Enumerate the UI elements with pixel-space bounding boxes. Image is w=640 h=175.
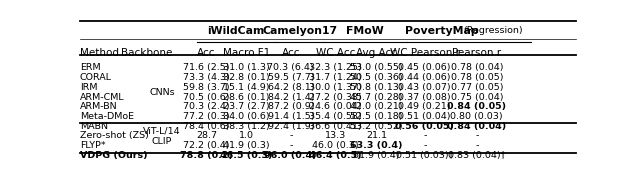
Text: WC Pearson r: WC Pearson r xyxy=(390,48,460,58)
Text: ERM: ERM xyxy=(80,64,100,72)
Text: 46.4 (0.5): 46.4 (0.5) xyxy=(309,151,362,160)
Text: ARM-CML: ARM-CML xyxy=(80,93,125,101)
Text: 70.3 (6.4): 70.3 (6.4) xyxy=(268,64,314,72)
Text: 50.8 (0.13): 50.8 (0.13) xyxy=(350,83,403,92)
Text: (Regression): (Regression) xyxy=(463,26,523,35)
Text: 0.78 (0.05): 0.78 (0.05) xyxy=(451,73,503,82)
Text: 92.4 (1.9): 92.4 (1.9) xyxy=(268,122,314,131)
Text: 0.51 (0.04): 0.51 (0.04) xyxy=(399,112,451,121)
Text: 0.43 (0.07): 0.43 (0.07) xyxy=(399,83,451,92)
Text: 42.0 (0.21): 42.0 (0.21) xyxy=(350,102,403,111)
Text: 0.84 (0.04): 0.84 (0.04) xyxy=(447,122,506,131)
Text: 23.7 (2.7): 23.7 (2.7) xyxy=(223,102,269,111)
Text: -: - xyxy=(475,131,479,140)
Text: 32.8 (0.1): 32.8 (0.1) xyxy=(223,73,269,82)
Text: Method: Method xyxy=(80,48,119,58)
Text: 15.1 (4.9): 15.1 (4.9) xyxy=(223,83,269,92)
Text: Camelyon17: Camelyon17 xyxy=(262,26,337,36)
Text: 52.5 (0.18): 52.5 (0.18) xyxy=(350,112,403,121)
Text: 0.84 (0.05): 0.84 (0.05) xyxy=(447,102,506,111)
Text: -: - xyxy=(475,141,479,150)
Text: -: - xyxy=(289,131,292,140)
Text: Avg Acc: Avg Acc xyxy=(356,48,397,58)
Text: Backbone: Backbone xyxy=(121,48,173,58)
Text: Acc: Acc xyxy=(197,48,216,58)
Text: Pearson r: Pearson r xyxy=(452,48,501,58)
Text: 53.0 (0.55): 53.0 (0.55) xyxy=(350,64,403,72)
Text: 73.3 (4.3): 73.3 (4.3) xyxy=(183,73,230,82)
Text: 0.77 (0.05): 0.77 (0.05) xyxy=(451,83,503,92)
Text: -: - xyxy=(423,141,426,150)
Text: 38.3 (1.2): 38.3 (1.2) xyxy=(223,122,269,131)
Text: 70.3 (2.4): 70.3 (2.4) xyxy=(183,102,230,111)
Text: 27.2 (0.38): 27.2 (0.38) xyxy=(309,93,362,101)
Text: 45.7 (0.28): 45.7 (0.28) xyxy=(350,93,403,101)
Text: 28.6 (0.1): 28.6 (0.1) xyxy=(223,93,269,101)
Text: -: - xyxy=(423,131,426,140)
Text: 46.0 (0.3): 46.0 (0.3) xyxy=(312,141,359,150)
Text: 70.5 (0.6): 70.5 (0.6) xyxy=(183,93,230,101)
Text: CORAL: CORAL xyxy=(80,73,112,82)
Text: CNNs: CNNs xyxy=(149,88,175,97)
Text: 28.7: 28.7 xyxy=(196,131,217,140)
Text: 0.44 (0.06): 0.44 (0.06) xyxy=(399,73,451,82)
Text: 0.49 (0.21): 0.49 (0.21) xyxy=(399,102,451,111)
Text: 84.2 (1.4): 84.2 (1.4) xyxy=(268,93,314,101)
Text: CLIP: CLIP xyxy=(152,136,172,146)
Text: 72.2 (0.4): 72.2 (0.4) xyxy=(183,141,230,150)
Text: 30.0 (1.37): 30.0 (1.37) xyxy=(309,83,362,92)
Text: 24.6 (0.04): 24.6 (0.04) xyxy=(309,102,362,111)
Text: 63.3 (0.4): 63.3 (0.4) xyxy=(350,141,403,150)
Text: VDPG (Ours): VDPG (Ours) xyxy=(80,151,148,160)
Text: -: - xyxy=(289,141,292,150)
Text: 59.5 (7.7): 59.5 (7.7) xyxy=(268,73,314,82)
Text: 46.5 (0.3): 46.5 (0.3) xyxy=(220,151,273,160)
Text: PovertyMap: PovertyMap xyxy=(405,26,479,36)
Text: 0.80 (0.03): 0.80 (0.03) xyxy=(451,112,503,121)
Text: 41.9 (0.3): 41.9 (0.3) xyxy=(223,141,269,150)
Text: 34.0 (0.6): 34.0 (0.6) xyxy=(223,112,269,121)
Text: WC Acc: WC Acc xyxy=(316,48,355,58)
Text: 0.37 (0.08): 0.37 (0.08) xyxy=(399,93,451,101)
Text: 35.4 (0.58): 35.4 (0.58) xyxy=(309,112,362,121)
Text: Zero-shot (ZS): Zero-shot (ZS) xyxy=(80,131,149,140)
Text: 1.0: 1.0 xyxy=(239,131,253,140)
Text: 96.0 (0.4): 96.0 (0.4) xyxy=(264,151,317,160)
Text: 77.2 (0.3): 77.2 (0.3) xyxy=(183,112,230,121)
Text: 31.7 (1.24): 31.7 (1.24) xyxy=(309,73,362,82)
Text: 0.78 (0.04): 0.78 (0.04) xyxy=(451,64,503,72)
Text: 59.8 (3.7): 59.8 (3.7) xyxy=(183,83,230,92)
Text: FLYP*: FLYP* xyxy=(80,141,106,150)
Text: 31.0 (1.3): 31.0 (1.3) xyxy=(223,64,269,72)
Text: 13.3: 13.3 xyxy=(325,131,346,140)
Text: 61.9 (0.4): 61.9 (0.4) xyxy=(353,151,400,160)
Text: 0.51 (0.03)†: 0.51 (0.03)† xyxy=(396,151,454,160)
Text: IRM: IRM xyxy=(80,83,97,92)
Text: 50.5 (0.36): 50.5 (0.36) xyxy=(350,73,403,82)
Text: iWildCam: iWildCam xyxy=(207,26,265,36)
Text: Meta-DMoE: Meta-DMoE xyxy=(80,112,134,121)
Text: ARM-BN: ARM-BN xyxy=(80,102,118,111)
Text: 36.6 (0.41): 36.6 (0.41) xyxy=(309,122,362,131)
Text: 78.8 (0.2): 78.8 (0.2) xyxy=(180,151,233,160)
Text: 53.2 (0.52): 53.2 (0.52) xyxy=(350,122,403,131)
Text: Macro F1: Macro F1 xyxy=(223,48,270,58)
Text: 71.6 (2.5): 71.6 (2.5) xyxy=(183,64,230,72)
Text: 91.4 (1.5): 91.4 (1.5) xyxy=(268,112,314,121)
Text: 64.2 (8.1): 64.2 (8.1) xyxy=(268,83,314,92)
Text: ViT-L/14: ViT-L/14 xyxy=(143,127,180,136)
Text: 78.4 (0.6): 78.4 (0.6) xyxy=(183,122,230,131)
Text: 87.2 (0.9): 87.2 (0.9) xyxy=(268,102,314,111)
Text: FMoW: FMoW xyxy=(346,26,384,36)
Text: 0.56 (0.05): 0.56 (0.05) xyxy=(396,122,454,131)
Text: MABN: MABN xyxy=(80,122,108,131)
Text: 0.83 (0.04)†: 0.83 (0.04)† xyxy=(448,151,506,160)
Text: 21.1: 21.1 xyxy=(366,131,387,140)
Text: 32.3 (1.25): 32.3 (1.25) xyxy=(309,64,362,72)
Text: Acc: Acc xyxy=(282,48,300,58)
Text: 0.45 (0.06): 0.45 (0.06) xyxy=(399,64,451,72)
Text: 0.75 (0.04): 0.75 (0.04) xyxy=(451,93,503,101)
